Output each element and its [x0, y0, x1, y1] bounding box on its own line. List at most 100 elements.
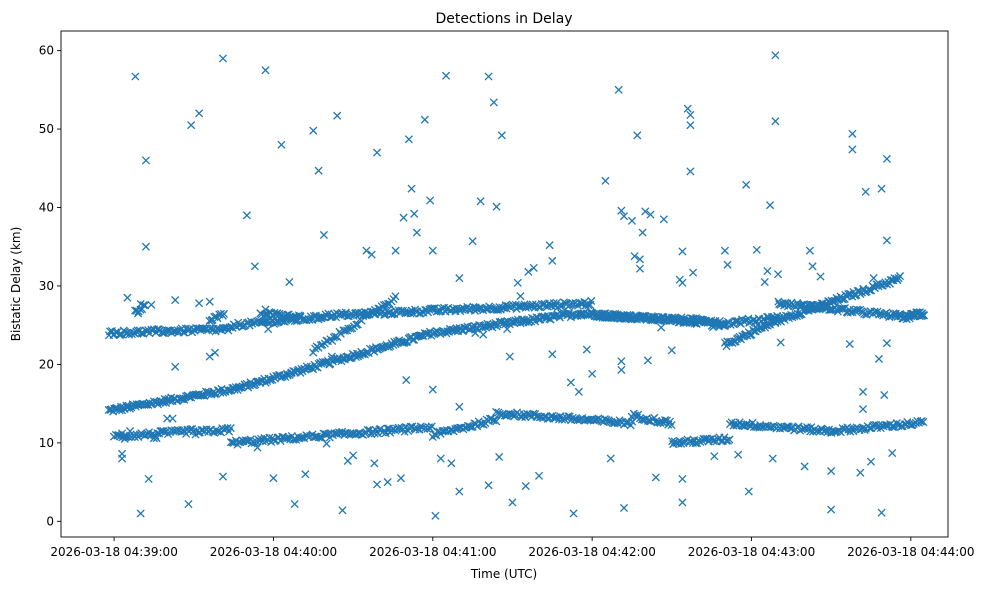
x-tick-label-2: 2026-03-18 04:41:00: [369, 545, 496, 559]
data-point-1827: [309, 126, 318, 135]
data-point-1876: [521, 481, 530, 491]
data-point-1954: [882, 339, 891, 348]
x-axis: 2026-03-18 04:39:00 2026-03-18 04:40:00 20…: [50, 537, 975, 559]
data-point-1922: [734, 450, 743, 459]
y-tick-label-1: 10: [39, 436, 54, 450]
data-point-1955: [888, 448, 897, 458]
data-point-1797: [144, 474, 153, 484]
data-point-1860: [455, 402, 464, 411]
data-point-1788: [118, 449, 127, 458]
data-point-1824: [285, 313, 294, 322]
data-point-1894: [619, 503, 629, 513]
data-point-1814: [218, 472, 228, 481]
data-point-1893: [617, 365, 626, 374]
data-point-1844: [399, 213, 408, 222]
data-point-1871: [503, 325, 512, 334]
data-point-1713: [339, 326, 348, 335]
data-point-1634: [822, 425, 831, 435]
data-point-1921: [723, 260, 732, 269]
data-point-1850: [420, 115, 429, 124]
data-point-1928: [766, 201, 775, 210]
data-point-1897: [630, 252, 639, 261]
y-tick-label-3: 30: [39, 279, 54, 293]
data-point-1810: [205, 297, 214, 306]
data-point-1852: [428, 246, 437, 255]
data-point-1912: [678, 474, 687, 484]
data-point-1877: [524, 267, 533, 276]
data-point-1900: [635, 264, 644, 273]
data-point-1863: [476, 197, 485, 206]
data-point-1786: [125, 427, 135, 436]
data-point-1325: [334, 428, 344, 437]
data-point-1811: [205, 352, 214, 361]
data-point-1398: [451, 424, 460, 434]
data-point-1628: [812, 426, 821, 436]
data-point-1885: [574, 387, 583, 396]
data-point-1937: [816, 272, 825, 281]
data-point-1173: [907, 312, 916, 321]
data-point-1584: [742, 420, 751, 429]
data-point-1918: [688, 268, 698, 277]
data-point-1821: [269, 474, 278, 483]
data-point-1841: [383, 478, 392, 487]
data-point-1794: [136, 299, 145, 309]
data-point-562: [844, 290, 853, 299]
data-point-1881: [548, 256, 557, 265]
data-point-1867: [489, 98, 498, 107]
data-point-1936: [808, 262, 817, 271]
data-point-1723: [357, 316, 366, 325]
y-axis-label: Bistatic Delay (km): [9, 227, 23, 342]
x-tick-label-0: 2026-03-18 04:39:00: [50, 545, 177, 559]
data-point-1933: [776, 338, 785, 347]
data-point-1796: [141, 242, 151, 251]
data-point-1938: [827, 467, 836, 476]
data-point-1868: [492, 202, 501, 211]
data-point-1521: [643, 416, 653, 425]
data-point-1875: [516, 292, 525, 301]
data-point-236: [416, 331, 425, 340]
data-point-1407: [465, 422, 474, 431]
data-point-1822: [277, 140, 286, 149]
data-point-1949: [877, 508, 886, 517]
data-point-1720: [352, 320, 361, 329]
data-point-1902: [641, 207, 650, 216]
data-point-1133: [848, 308, 857, 317]
data-point-1884: [569, 509, 578, 518]
data-point-1182: [919, 311, 929, 320]
chart-title: Detections in Delay: [435, 11, 572, 27]
data-point-1819: [261, 305, 270, 314]
data-point-1869: [495, 452, 504, 462]
data-point-1950: [877, 184, 886, 193]
data-point-1795: [141, 156, 151, 165]
data-point-1806: [187, 121, 196, 130]
data-point-1789: [118, 429, 127, 438]
data-point-601: [895, 272, 905, 281]
data-point-1908: [667, 346, 676, 355]
data-point-951: [584, 301, 593, 310]
x-axis-label: Time (UTC): [470, 567, 537, 581]
data-point-1847: [407, 184, 416, 193]
y-tick-label-5: 50: [39, 122, 54, 136]
data-point-1879: [534, 471, 544, 480]
data-point-109: [248, 380, 257, 389]
data-point-1943: [856, 468, 865, 477]
data-points: [104, 51, 929, 520]
data-point-1945: [858, 405, 868, 414]
data-point-1878: [529, 263, 538, 272]
data-point-1517: [637, 415, 646, 424]
data-point-1532: [661, 416, 670, 425]
data-point-1948: [874, 354, 884, 363]
data-point-1808: [195, 299, 204, 308]
data-point-1791: [131, 72, 140, 81]
data-point-1887: [588, 369, 597, 378]
data-point-1826: [301, 470, 310, 479]
data-point-1836: [362, 246, 371, 255]
data-point-1098: [796, 300, 806, 310]
data-point-1951: [880, 390, 889, 400]
data-point-1888: [601, 176, 610, 185]
data-point-1851: [426, 196, 435, 205]
x-tick-label-5: 2026-03-18 04:44:00: [847, 545, 974, 559]
data-point-95: [230, 385, 239, 394]
